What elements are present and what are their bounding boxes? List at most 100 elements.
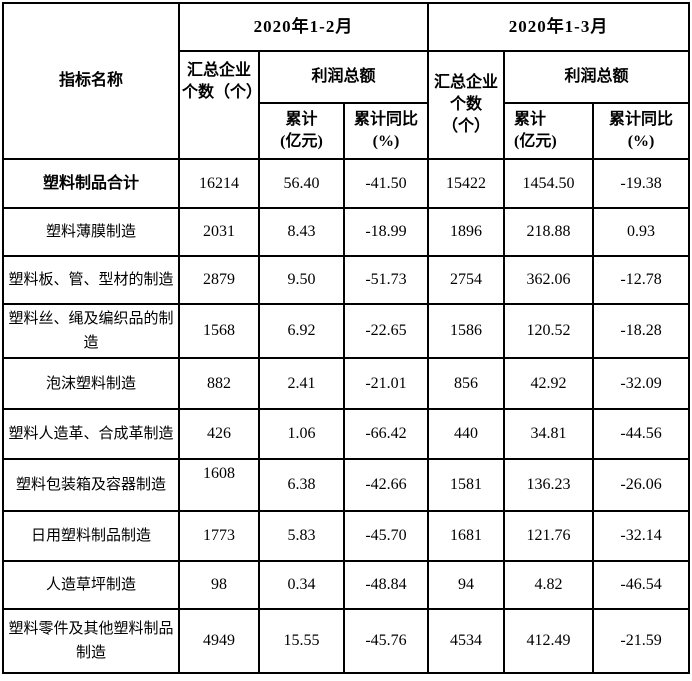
table-row: 塑料包装箱及容器制造 1608 6.38 -42.66 1581 136.23 … bbox=[2, 458, 691, 512]
enterprise-count-cell-p2: 2754 bbox=[427, 255, 506, 305]
cumulative-profit-cell-p2: 362.06 bbox=[503, 255, 595, 305]
enterprise-count-cell-p1: 2031 bbox=[178, 207, 260, 257]
enterprise-count-cell-p2: 94 bbox=[427, 560, 506, 610]
table-row: 塑料人造革、合成革制造 426 1.06 -66.42 440 34.81 -4… bbox=[2, 408, 691, 460]
enterprise-count-cell-p1: 1608 bbox=[178, 458, 260, 512]
yoy-header-p1-line2: (%) bbox=[372, 133, 400, 150]
cumulative-profit-cell-p2: 42.92 bbox=[503, 357, 595, 410]
indicator-name-cell: 泡沫塑料制造 bbox=[2, 357, 180, 410]
table-row: 塑料板、管、型材的制造 2879 9.50 -51.73 2754 362.06… bbox=[2, 255, 691, 305]
yoy-cell-p2: -21.59 bbox=[592, 608, 691, 674]
enterprise-count-cell-p1: 1773 bbox=[178, 510, 260, 562]
cumulative-profit-cell-p1: 2.41 bbox=[258, 357, 345, 410]
indicator-name-cell: 人造草坪制造 bbox=[2, 560, 180, 610]
table-row: 泡沫塑料制造 882 2.41 -21.01 856 42.92 -32.09 bbox=[2, 357, 691, 410]
yoy-header-p1: 累计同比 (%) bbox=[342, 102, 430, 160]
yoy-cell-p2: -32.14 bbox=[592, 510, 691, 562]
table-row: 人造草坪制造 98 0.34 -48.84 94 4.82 -46.54 bbox=[2, 560, 691, 610]
enterprise-count-cell-p2: 1681 bbox=[427, 510, 506, 562]
cumulative-profit-cell-p1: 5.83 bbox=[258, 510, 345, 562]
yoy-cell-p1: -48.84 bbox=[342, 560, 430, 610]
table-row: 塑料丝、绳及编织品的制造 1568 6.92 -22.65 1586 120.5… bbox=[2, 303, 691, 359]
yoy-cell-p2: -44.56 bbox=[592, 408, 691, 460]
yoy-cell-p1: -51.73 bbox=[342, 255, 430, 305]
enterprise-count-header-p2: 汇总企业 个数（个） bbox=[427, 50, 506, 160]
enterprise-count-cell-p1: 426 bbox=[178, 408, 260, 460]
cumulative-profit-cell-p2: 136.23 bbox=[503, 458, 595, 512]
cumulative-profit-cell-p2: 4.82 bbox=[503, 560, 595, 610]
enterprise-count-header-p2-line1: 汇总企业 bbox=[434, 74, 499, 91]
enterprise-count-header-p1-line2: 个数（个） bbox=[182, 84, 259, 101]
profit-total-header-p2: 利润总额 bbox=[503, 50, 691, 104]
yoy-cell-p1: -41.50 bbox=[342, 158, 430, 209]
cumulative-profit-cell-p2: 34.81 bbox=[503, 408, 595, 460]
cumulative-profit-cell-p1: 0.34 bbox=[258, 560, 345, 610]
enterprise-count-cell-p1: 16214 bbox=[178, 158, 260, 209]
period-header-jan-feb: 2020年1-2月 bbox=[177, 2, 430, 52]
header-row-periods: 指标名称 2020年1-2月 2020年1-3月 bbox=[2, 2, 691, 160]
table-header: 指标名称 2020年1-2月 2020年1-3月 汇总企业 个数（个） 利润总额… bbox=[2, 2, 691, 160]
table-row: 塑料薄膜制造 2031 8.43 -18.99 1896 218.88 0.93 bbox=[2, 207, 691, 257]
enterprise-count-header-p2-line2: 个数（个） bbox=[442, 96, 491, 135]
cumulative-profit-cell-p1: 56.40 bbox=[258, 158, 345, 209]
cumulative-header-p1-line1: 累计 bbox=[285, 111, 318, 128]
enterprise-count-cell-p1: 882 bbox=[178, 357, 260, 410]
yoy-cell-p1: -22.65 bbox=[342, 303, 430, 359]
indicator-name-cell: 日用塑料制品制造 bbox=[2, 510, 180, 562]
yoy-header-p1-line1: 累计同比 bbox=[354, 111, 419, 128]
indicator-name-cell: 塑料包装箱及容器制造 bbox=[2, 458, 180, 512]
yoy-cell-p2: -46.54 bbox=[592, 560, 691, 610]
enterprise-count-cell-p2: 1586 bbox=[427, 303, 506, 359]
cumulative-profit-cell-p1: 6.38 bbox=[258, 458, 345, 512]
enterprise-count-cell-p1: 98 bbox=[178, 560, 260, 610]
cumulative-header-p1-line2: (亿元) bbox=[280, 133, 323, 150]
yoy-cell-p2: -12.78 bbox=[592, 255, 691, 305]
cumulative-profit-cell-p1: 6.92 bbox=[258, 303, 345, 359]
enterprise-count-cell-p2: 440 bbox=[427, 408, 506, 460]
indicator-name-cell: 塑料人造革、合成革制造 bbox=[2, 408, 180, 460]
yoy-cell-p2: -32.09 bbox=[592, 357, 691, 410]
yoy-cell-p2: -26.06 bbox=[592, 458, 691, 512]
indicator-name-cell: 塑料制品合计 bbox=[2, 158, 180, 209]
cumulative-profit-cell-p1: 15.55 bbox=[258, 608, 345, 674]
enterprise-count-cell-p2: 4534 bbox=[427, 608, 506, 674]
cumulative-profit-cell-p2: 1454.50 bbox=[503, 158, 595, 209]
cumulative-header-p2: 累计 (亿元) bbox=[503, 102, 595, 160]
indicator-name-cell: 塑料薄膜制造 bbox=[2, 207, 180, 257]
cumulative-header-p2-line2: (亿元) bbox=[514, 133, 557, 150]
indicator-name-cell: 塑料丝、绳及编织品的制造 bbox=[2, 303, 180, 359]
enterprise-count-cell-p2: 1896 bbox=[427, 207, 506, 257]
enterprise-count-header-p1-line1: 汇总企业 bbox=[186, 62, 251, 79]
yoy-cell-p1: -21.01 bbox=[342, 357, 430, 410]
table-body: 塑料制品合计 16214 56.40 -41.50 15422 1454.50 … bbox=[2, 158, 691, 674]
cumulative-profit-cell-p1: 1.06 bbox=[258, 408, 345, 460]
yoy-cell-p2: -18.28 bbox=[592, 303, 691, 359]
enterprise-count-header-p1: 汇总企业 个数（个） bbox=[178, 50, 260, 160]
cumulative-profit-cell-p2: 218.88 bbox=[503, 207, 595, 257]
table-row: 塑料零件及其他塑料制品制造 4949 15.55 -45.76 4534 412… bbox=[2, 608, 691, 674]
indicator-name-cell: 塑料零件及其他塑料制品制造 bbox=[2, 608, 180, 674]
enterprise-count-cell-p2: 15422 bbox=[427, 158, 506, 209]
yoy-cell-p1: -45.70 bbox=[342, 510, 430, 562]
yoy-cell-p1: -45.76 bbox=[342, 608, 430, 674]
enterprise-count-cell-p2: 1581 bbox=[427, 458, 506, 512]
enterprise-count-cell-p1: 2879 bbox=[178, 255, 260, 305]
indicator-name-cell: 塑料板、管、型材的制造 bbox=[2, 255, 180, 305]
yoy-cell-p1: -18.99 bbox=[342, 207, 430, 257]
cumulative-profit-cell-p1: 8.43 bbox=[258, 207, 345, 257]
yoy-cell-p2: 0.93 bbox=[592, 207, 691, 257]
yoy-cell-p2: -19.38 bbox=[592, 158, 691, 209]
enterprise-count-cell-p2: 856 bbox=[427, 357, 506, 410]
yoy-cell-p1: -66.42 bbox=[342, 408, 430, 460]
period-header-jan-mar: 2020年1-3月 bbox=[427, 2, 691, 52]
cumulative-profit-cell-p2: 121.76 bbox=[503, 510, 595, 562]
profit-total-header-p1: 利润总额 bbox=[257, 50, 430, 104]
header-row-measures: 汇总企业 个数（个） 利润总额 汇总企业 个数（个） 利润总额 bbox=[3, 50, 691, 160]
table-row: 塑料制品合计 16214 56.40 -41.50 15422 1454.50 … bbox=[2, 158, 691, 209]
cumulative-profit-cell-p2: 120.52 bbox=[503, 303, 595, 359]
enterprise-count-cell-p1: 4949 bbox=[178, 608, 260, 674]
enterprise-count-cell-p1: 1568 bbox=[178, 303, 260, 359]
yoy-header-p2: 累计同比(%) bbox=[592, 102, 691, 160]
